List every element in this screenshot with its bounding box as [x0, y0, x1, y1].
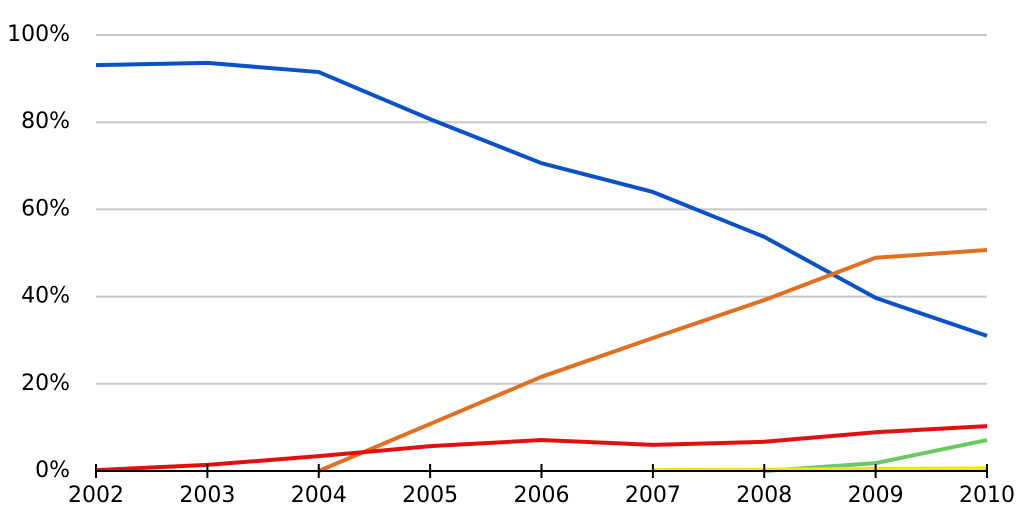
series-layer	[95, 60, 988, 473]
x-tick-label: 2007	[625, 483, 681, 506]
series-line	[95, 424, 988, 473]
series-line	[317, 247, 988, 473]
y-tick-label: 80%	[21, 109, 70, 134]
y-tick-label: 60%	[21, 196, 70, 221]
x-tick-label: 2003	[179, 483, 235, 506]
series-line	[652, 466, 988, 473]
y-tick-label: 0%	[35, 458, 70, 483]
y-tick-label: 40%	[21, 284, 70, 309]
y-tick-label: 20%	[21, 371, 70, 396]
grid	[96, 34, 987, 385]
x-tick-label: 2008	[736, 483, 792, 506]
axes: 0% 20% 40% 60% 80% 100% 2002 2003 2004 2005 2006 20…	[7, 22, 1015, 508]
x-tick-label: 2009	[848, 483, 904, 506]
x-tick-label: 2006	[514, 483, 570, 506]
x-tick-label: 2004	[291, 483, 347, 506]
x-tick-label: 2010	[959, 483, 1015, 506]
x-tick-label: 2002	[68, 483, 124, 506]
x-tick-label: 2005	[402, 483, 458, 506]
y-tick-label: 100%	[7, 22, 70, 47]
series-line	[95, 60, 988, 338]
